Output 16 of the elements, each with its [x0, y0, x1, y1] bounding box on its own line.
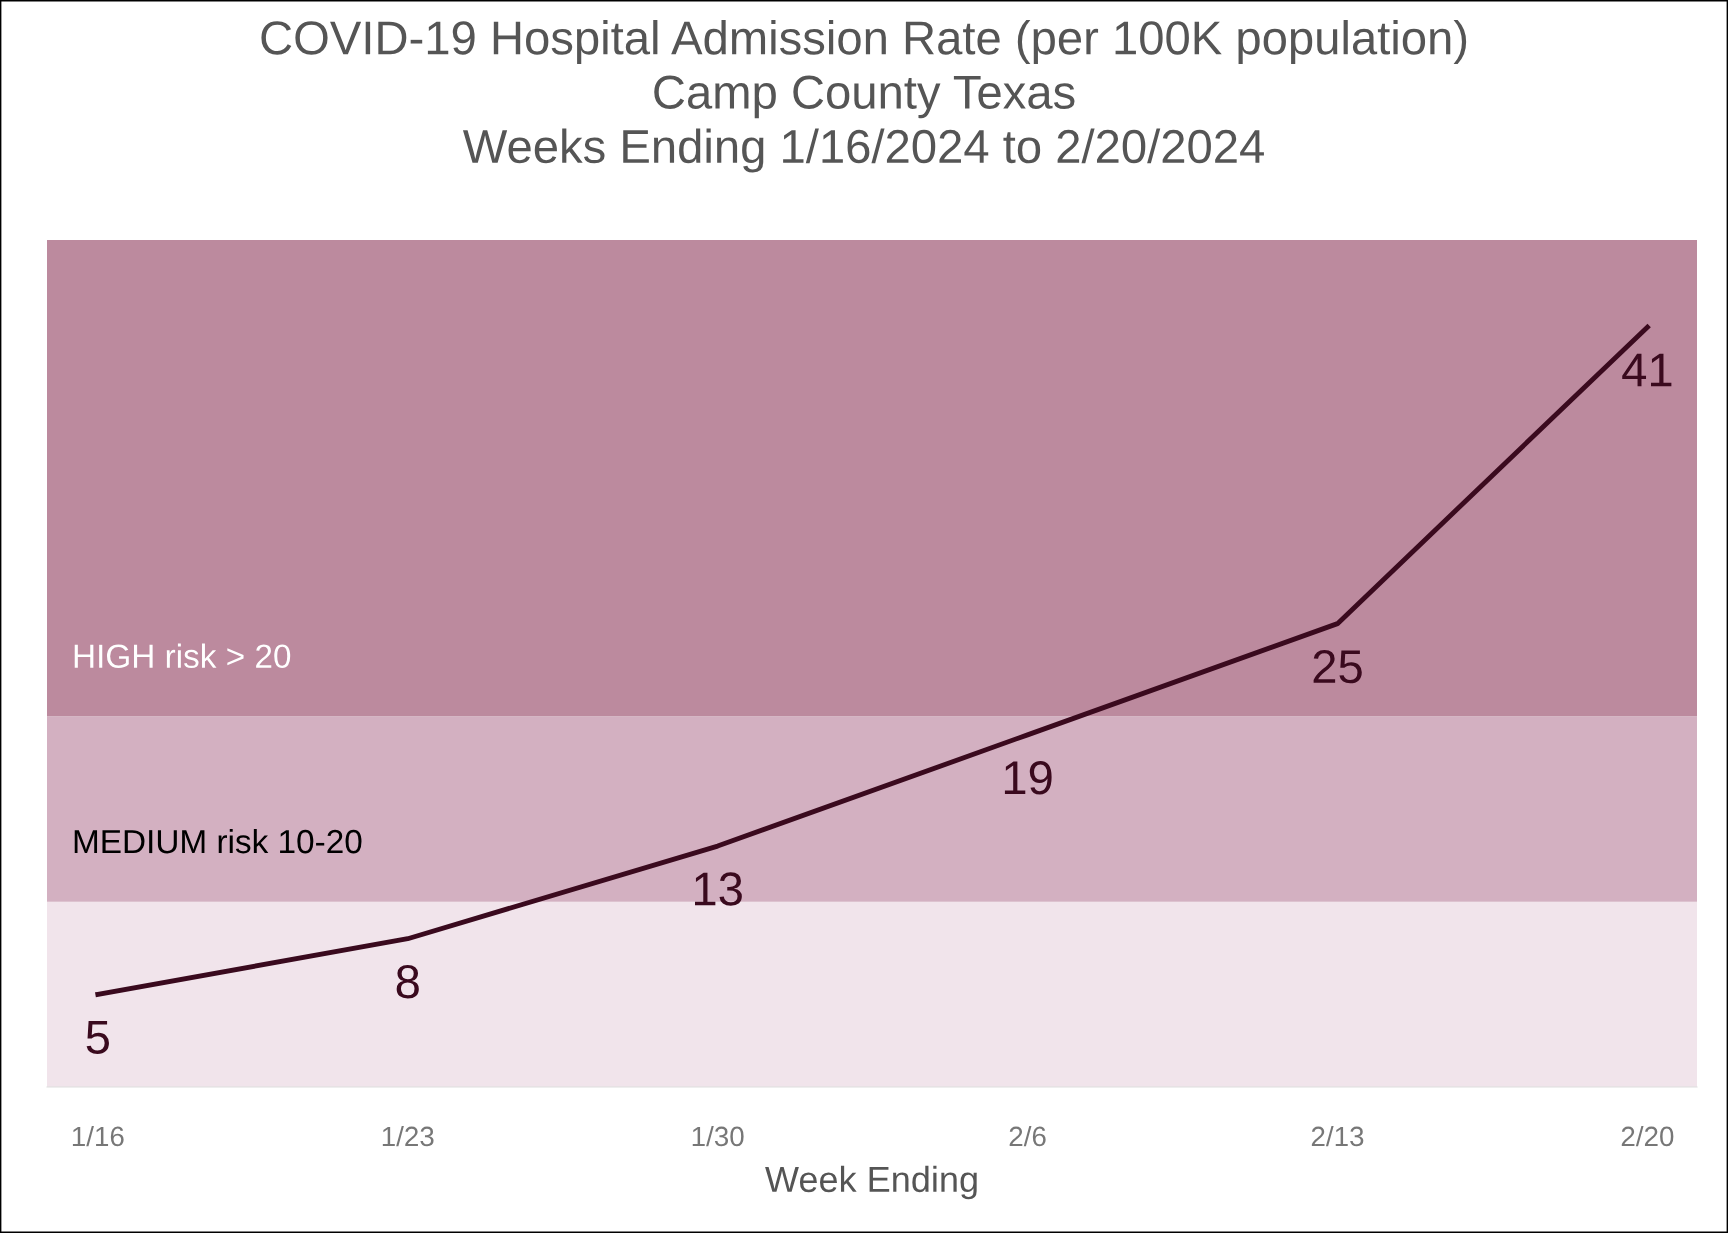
x-tick-label: 1/30 [692, 1125, 744, 1147]
data-label: 25 [1313, 649, 1362, 684]
x-tick-label: 1/23 [382, 1125, 434, 1147]
chart-title: COVID-19 Hospital Admission Rate (per 100K population) Camp County Texas Weeks Ending 1/16/2024 to 2/20/2024 [261, 20, 1467, 173]
data-label: 19 [1004, 761, 1052, 795]
x-tick-label: 2/6 [1009, 1125, 1046, 1147]
band-label: MEDIUM risk 10-20 [74, 828, 362, 854]
x-tick-label: 2/13 [1311, 1125, 1364, 1147]
data-label: 5 [86, 1021, 109, 1055]
x-tick-label: 1/16 [72, 1125, 124, 1147]
band-label: HIGH risk > 20 [74, 643, 291, 669]
x-tick-label: 2/20 [1621, 1125, 1674, 1147]
data-label: 13 [695, 872, 742, 906]
data-label: 41 [1622, 353, 1672, 387]
x-axis-title: Week Ending [765, 1165, 977, 1200]
data-label: 8 [396, 964, 419, 999]
